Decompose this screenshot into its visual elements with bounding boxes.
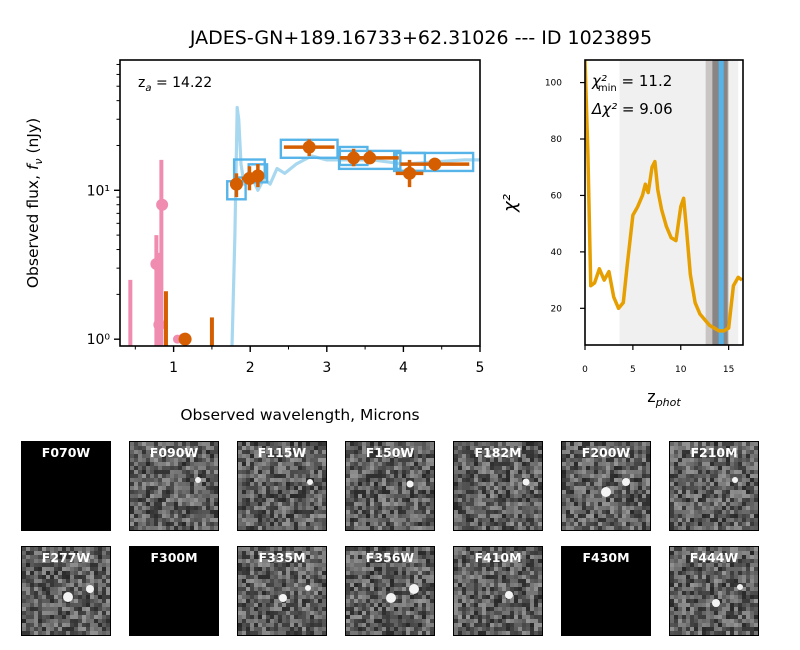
cutout-filter-label: F444W <box>689 550 739 565</box>
cutout-filter-label: F410M <box>474 550 522 565</box>
jwst-data-point <box>302 140 316 154</box>
cutout-source-blob <box>712 599 720 607</box>
jwst-data-point <box>229 177 243 191</box>
sed-y-tick-label: 10¹ <box>87 183 110 199</box>
cutout-source-blob <box>522 478 530 486</box>
cutout-f182m: F182M <box>453 441 543 531</box>
delta-chi2-annotation: Δχ² = 9.06 <box>591 100 673 118</box>
cutout-f444w: F444W <box>669 546 759 636</box>
sed-x-tick-label: 1 <box>169 360 178 376</box>
cutout-noise-image <box>346 442 434 530</box>
jwst-data-point <box>363 151 377 165</box>
cutout-f070w: F070W <box>21 441 111 531</box>
cutout-source-blob <box>86 585 94 593</box>
model-sed-line <box>230 105 480 346</box>
chi2-x-tick-label: 10 <box>675 365 687 375</box>
sed-plot: 1 2 3 4 5 10⁰ 10¹ za = 14.22 Observed waveleng… <box>24 59 485 424</box>
cutout-source-blob <box>195 477 201 483</box>
cutout-noise-image <box>562 442 650 530</box>
chi2-y-tick-label: 60 <box>551 191 563 201</box>
sed-y-tick-label: 10⁰ <box>87 332 111 348</box>
jwst-data-point <box>251 169 265 183</box>
cutout-noise-image <box>22 547 110 635</box>
cutout-source-blob <box>307 479 313 485</box>
sed-frame <box>119 59 481 347</box>
chi2-curve <box>585 60 743 333</box>
cutout-filter-label: F182M <box>474 445 522 460</box>
cutout-filter-label: F070W <box>41 445 91 460</box>
hst-data-point <box>153 318 166 331</box>
cutout-noise-image <box>130 442 218 530</box>
chi2-x-tick-label: 5 <box>630 365 636 375</box>
sed-x-tick-label: 4 <box>399 360 408 376</box>
cutout-noise-image <box>238 442 326 530</box>
cutout-filter-label: F335M <box>258 550 306 565</box>
cutout-f335m: F335M <box>237 546 327 636</box>
cutout-source-blob <box>386 593 396 603</box>
cutout-source-blob <box>737 584 743 590</box>
sed-x-tick-label: 5 <box>476 360 485 376</box>
chi2-y-tick-label: 100 <box>545 79 562 89</box>
chi2-min-annotation: χ²min = 11.2 <box>591 72 672 94</box>
chi2-plot: 0 5 10 15 20 40 60 80 100 χ²min = 11.2 Δχ² = 9.0… <box>500 59 744 409</box>
cutout-f430m: F430M <box>561 546 651 636</box>
model-flux-box <box>395 151 475 173</box>
cutout-source-blob <box>305 585 311 591</box>
jwst-data-point <box>428 157 442 171</box>
chi2-x-tick-label: 15 <box>723 365 734 375</box>
cutout-noise-image <box>454 442 542 530</box>
chi2-y-tick-label: 80 <box>551 135 563 145</box>
cutout-source-blob <box>279 594 287 602</box>
sed-x-tick-label: 2 <box>246 360 255 376</box>
cutout-f210m: F210M <box>669 441 759 531</box>
chi2-y-tick-label: 40 <box>551 248 563 258</box>
cutout-f150w: F150W <box>345 441 435 531</box>
cutout-source-blob <box>505 591 513 599</box>
chi2-x-axis-label: zphot <box>647 387 681 409</box>
cutout-source-blob <box>409 584 419 594</box>
chi2-y-axis-label: χ² <box>500 194 521 213</box>
cutout-filter-label: F150W <box>365 445 415 460</box>
chi2-x-tick-label: 0 <box>582 365 588 375</box>
cutout-f200w: F200W <box>561 441 651 531</box>
cutout-source-blob <box>622 478 630 486</box>
figure-canvas: JADES-GN+189.16733+62.31026 --- ID 10238… <box>24 27 744 424</box>
redshift-annotation: za = 14.22 <box>138 75 212 94</box>
jwst-data-point <box>403 166 417 180</box>
cutout-filter-label: F356W <box>365 550 415 565</box>
cutout-source-blob <box>406 480 414 488</box>
cutout-f277w: F277W <box>21 546 111 636</box>
cutout-noise-image <box>454 547 542 635</box>
cutout-f410m: F410M <box>453 546 543 636</box>
cutout-source-blob <box>63 592 73 602</box>
cutout-noise-image <box>670 547 758 635</box>
cutout-noise-image <box>346 547 434 635</box>
cutout-filter-label: F090W <box>149 445 199 460</box>
cutout-f115w: F115W <box>237 441 327 531</box>
chi2-frame <box>584 59 744 346</box>
cutout-noise-image <box>238 547 326 635</box>
sed-x-tick-label: 3 <box>322 360 331 376</box>
cutout-filter-label: F115W <box>257 445 307 460</box>
sed-y-axis-label: Observed flux, fν (nJy) <box>24 118 45 288</box>
cutout-filter-label: F277W <box>41 550 91 565</box>
cutout-source-blob <box>601 487 611 497</box>
hst-data-point <box>150 257 163 270</box>
jwst-data-point <box>178 332 192 346</box>
sed-x-axis-label: Observed wavelength, Microns <box>180 406 419 424</box>
cutout-f300m: F300M <box>129 546 219 636</box>
figure-title: JADES-GN+189.16733+62.31026 --- ID 10238… <box>189 27 652 49</box>
chi2-y-tick-label: 20 <box>551 304 563 314</box>
cutout-filter-label: F430M <box>582 550 630 565</box>
cutout-filter-label: F210M <box>690 445 738 460</box>
cutout-source-blob <box>732 477 738 483</box>
cutout-f356w: F356W <box>345 546 435 636</box>
cutout-filter-label: F200W <box>581 445 631 460</box>
cutout-filter-label: F300M <box>150 550 198 565</box>
hst-data-point <box>156 198 169 211</box>
cutout-noise-image <box>670 442 758 530</box>
cutout-f090w: F090W <box>129 441 219 531</box>
